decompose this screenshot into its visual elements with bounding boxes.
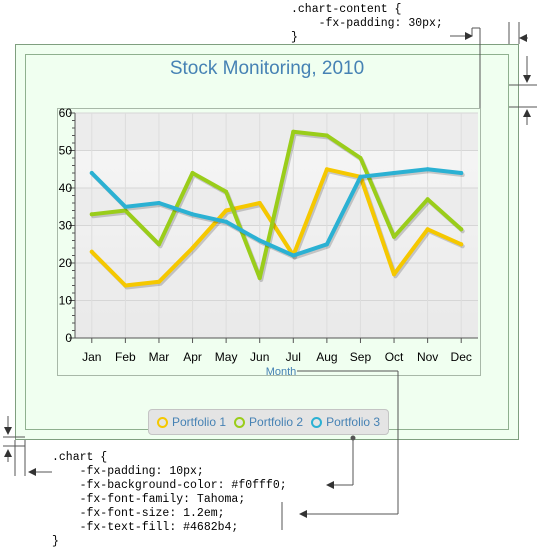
chart-title: Stock Monitoring, 2010 — [169, 58, 365, 79]
y-tick-label: 0 — [65, 331, 72, 345]
x-tick-label: Apr — [183, 350, 202, 364]
css-line: -fx-font-family: Tahoma; — [52, 493, 246, 506]
series-line-portfolio-2 — [89, 129, 464, 280]
data-point — [190, 212, 195, 217]
css-line: -fx-padding: 30px; — [291, 17, 443, 30]
data-point — [291, 253, 296, 258]
css-line: -fx-background-color: #f0fff0; — [52, 479, 287, 492]
data-point — [89, 249, 94, 254]
data-point — [156, 279, 161, 284]
legend-label: Portfolio 3 — [326, 415, 381, 429]
y-tick-label: 50 — [59, 144, 73, 158]
series-line-portfolio-3 — [89, 167, 464, 258]
css-line: -fx-font-size: 1.2em; — [52, 507, 225, 520]
legend-label: Portfolio 2 — [249, 415, 304, 429]
css-line: .chart-content { — [291, 3, 402, 16]
css-line: -fx-padding: 10px; — [52, 465, 204, 478]
data-point — [257, 276, 262, 280]
data-point — [89, 171, 94, 175]
legend-item-portfolio-3: Portfolio 3 — [311, 415, 380, 429]
data-point — [123, 208, 128, 213]
plot-frame — [57, 108, 481, 376]
x-tick-label: Dec — [451, 350, 472, 364]
chart-legend: Portfolio 1 Portfolio 2 Portfolio 3 — [148, 409, 390, 435]
data-point — [156, 242, 161, 247]
legend-symbol-portfolio-3 — [311, 416, 323, 428]
x-tick-label: Feb — [115, 350, 136, 364]
data-point — [190, 171, 195, 175]
data-point — [291, 129, 296, 134]
series-lines — [89, 129, 465, 290]
data-point — [324, 133, 329, 138]
legend-symbol-portfolio-1 — [157, 416, 168, 428]
data-point — [358, 174, 363, 179]
x-tick-label: Nov — [417, 350, 438, 364]
chart-content-css-snippet: .chart-content { -fx-padding: 30px;} — [291, 3, 443, 45]
y-tick-label: 60 — [59, 106, 73, 120]
data-point — [425, 197, 430, 202]
y-tick-label: 10 — [59, 294, 73, 308]
data-point — [190, 246, 195, 250]
y-tick-label: 40 — [59, 181, 73, 195]
css-line: .chart { — [52, 451, 108, 464]
data-point — [358, 156, 363, 160]
data-point — [459, 171, 464, 175]
data-point — [89, 212, 94, 217]
data-point — [392, 171, 397, 175]
css-line: } — [291, 31, 298, 44]
x-tick-label: May — [215, 350, 238, 364]
data-point — [459, 227, 464, 232]
x-tick-label: Sep — [350, 350, 372, 364]
data-point — [459, 242, 464, 247]
data-point — [425, 167, 430, 172]
x-tick-label: Oct — [385, 350, 404, 364]
data-point — [224, 189, 229, 194]
data-point — [123, 204, 128, 209]
data-point — [156, 201, 161, 205]
chart-css-snippet: .chart { -fx-padding: 10px; -fx-backgrou… — [52, 451, 287, 549]
series-line-portfolio-1 — [89, 167, 464, 288]
axes: 0 10 20 30 40 50 60 Jan Feb Mar Apr May Jun Jul Aug Sep… — [59, 106, 478, 364]
data-point — [392, 272, 397, 277]
x-tick-label: Aug — [316, 350, 337, 364]
x-tick-label: Mar — [149, 350, 170, 364]
x-tick-label: Jul — [286, 350, 301, 364]
legend-item-portfolio-1: Portfolio 1 — [157, 415, 226, 429]
grid-band — [75, 263, 478, 301]
legend-item-portfolio-2: Portfolio 2 — [234, 415, 303, 429]
data-point — [257, 238, 262, 243]
x-tick-label: Jan — [82, 350, 101, 364]
grid-band — [75, 113, 478, 151]
data-point — [425, 227, 430, 232]
data-point — [392, 234, 397, 239]
legend-label: Portfolio 1 — [172, 415, 227, 429]
css-line: } — [52, 535, 59, 548]
data-point — [324, 242, 329, 247]
data-point — [257, 201, 262, 205]
x-tick-label: Jun — [250, 350, 269, 364]
x-axis-label: Month — [266, 366, 297, 378]
y-tick-label: 30 — [59, 219, 73, 233]
data-point — [224, 219, 229, 224]
data-point — [324, 167, 329, 172]
legend-symbol-portfolio-2 — [234, 416, 246, 428]
data-point — [224, 208, 229, 213]
css-line: -fx-text-fill: #4682b4; — [52, 521, 239, 534]
data-point — [123, 283, 128, 288]
y-tick-label: 20 — [59, 256, 73, 270]
annotation-guides — [3, 22, 537, 530]
